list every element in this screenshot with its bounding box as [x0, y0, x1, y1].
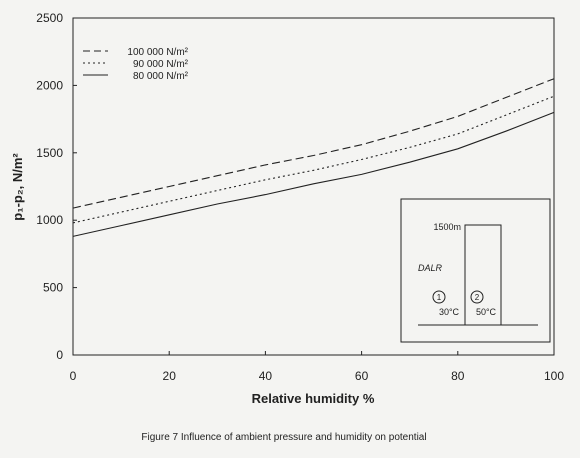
- x-tick-label: 0: [70, 369, 77, 383]
- figure-caption: Figure 7 Influence of ambient pressure a…: [141, 432, 426, 443]
- inset-frame: [400, 198, 551, 343]
- y-tick-label: 1000: [36, 213, 63, 227]
- y-axis-ticks: 0 500 1000 1500 2000 2500: [36, 11, 77, 362]
- inset-column: [464, 224, 502, 326]
- legend-label-100000: 100 000 N/m²: [127, 47, 188, 58]
- x-tick-label: 60: [355, 369, 369, 383]
- inset-circle-1: [432, 290, 446, 304]
- inset-diagram: 1500m DALR 1 2 30°C 50°C: [400, 198, 551, 343]
- y-tick-label: 500: [43, 281, 63, 295]
- y-tick-label: 1500: [36, 146, 63, 160]
- legend: 100 000 N/m² 90 000 N/m² 80 000 N/m²: [83, 47, 189, 82]
- inset-circle-2: [470, 290, 484, 304]
- inset-circle-2-number: 2: [475, 293, 480, 302]
- inset-temp-1: 30°C: [439, 307, 460, 317]
- x-tick-label: 40: [259, 369, 273, 383]
- inset-temp-2: 50°C: [476, 307, 497, 317]
- legend-label-90000: 90 000 N/m²: [133, 59, 189, 70]
- y-tick-label: 0: [56, 348, 63, 362]
- y-tick-label: 2000: [36, 78, 63, 92]
- y-tick-label: 2500: [36, 11, 63, 25]
- series-line-dotted: [72, 95, 555, 224]
- x-tick-label: 80: [451, 369, 465, 383]
- x-tick-label: 100: [544, 369, 564, 383]
- inset-height-label: 1500m: [433, 222, 461, 232]
- x-tick-label: 20: [163, 369, 177, 383]
- series-line-dashed: [72, 78, 555, 209]
- series-layer: [72, 78, 555, 237]
- legend-label-80000: 80 000 N/m²: [133, 71, 189, 82]
- inset-dalr-label: DALR: [418, 263, 443, 273]
- series-line-solid: [72, 111, 555, 237]
- plot-frame: [72, 17, 555, 356]
- y-axis-label: p₁-p₂, N/m²: [10, 153, 25, 221]
- inset-circle-1-number: 1: [437, 293, 442, 302]
- x-axis-label: Relative humidity %: [252, 391, 375, 406]
- x-axis-ticks: 0 20 40 60 80 100: [70, 351, 564, 383]
